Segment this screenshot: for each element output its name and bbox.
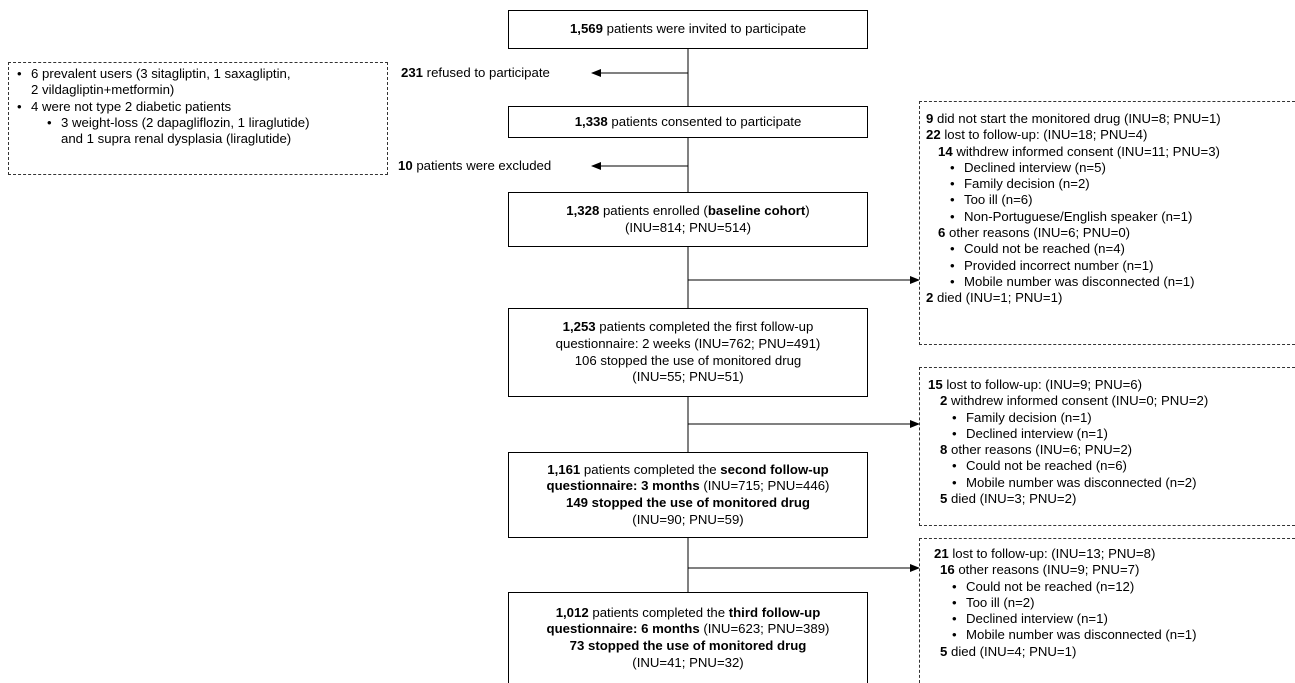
enrolled-end: ) [805, 202, 810, 218]
box-consented: 1,338 patients consented to participate [508, 106, 868, 138]
box-followup3: 1,012 patients completed the third follo… [508, 592, 868, 683]
bullet-icon: • [952, 458, 957, 474]
enrolled-cohort: baseline cohort [707, 202, 806, 218]
bullet-icon: • [950, 159, 955, 175]
bullet-icon: • [17, 66, 22, 81]
dropout-box-1: 9 did not start the monitored drug (INU=… [919, 101, 1295, 345]
exclusion-item-1-cont: 2 vildagliptin+metformin) [31, 82, 175, 98]
bullet-icon: • [950, 176, 955, 192]
followup2-count: 1,161 [547, 461, 581, 477]
bullet-icon: • [952, 578, 957, 594]
bullet-icon: • [950, 208, 955, 224]
dropout1-family: • Family decision (n=2) [950, 176, 1090, 192]
invited-count: 1,569 [569, 21, 603, 37]
dropout2-other: 8 other reasons (INU=6; PNU=2) [940, 442, 1133, 458]
dropout2-declined: • Declined interview (n=1) [952, 425, 1108, 441]
followup2-line4: (INU=90; PNU=59) [632, 511, 744, 527]
followup2-bold: second follow-up [720, 461, 829, 477]
dropout2-withdrew: 2 withdrew informed consent (INU=0; PNU=… [940, 393, 1209, 409]
dropout3-too-ill: • Too ill (n=2) [952, 594, 1035, 610]
exclusion-item-2a: • 3 weight-loss (2 dapagliflozin, 1 lirag… [47, 114, 310, 130]
box-invited: 1,569 patients were invited to participa… [508, 10, 868, 49]
followup1-line2: questionnaire: 2 weeks (INU=762; PNU=491… [555, 335, 821, 351]
exclusion-details-box: • 6 prevalent users (3 sitagliptin, 1 sax… [8, 62, 388, 175]
dropout3-disconnected: • Mobile number was disconnected (n=1) [952, 627, 1197, 643]
bullet-icon: • [950, 257, 955, 273]
refused-label: 231 refused to participate [401, 65, 550, 81]
bullet-icon: • [952, 425, 957, 441]
dropout2-disconnected: • Mobile number was disconnected (n=2) [952, 474, 1197, 490]
followup2-line2-text: (INU=715; PNU=446) [699, 478, 830, 494]
followup1-line3: 106 stopped the use of monitored drug [574, 352, 802, 368]
exclusion-item-2b: and 1 supra renal dysplasia (liraglutide… [61, 131, 292, 147]
dropout2-lost: 15 lost to follow-up: (INU=9; PNU=6) [928, 377, 1143, 392]
box-followup2: 1,161 patients completed the second foll… [508, 452, 868, 538]
followup3-line3: 73 stopped the use of monitored drug [569, 638, 807, 653]
followup3-text: patients completed the [588, 604, 729, 620]
dropout1-withdrew: 14 withdrew informed consent (INU=11; PN… [938, 143, 1220, 159]
excluded-count: 10 [398, 158, 413, 173]
followup3-line2-text: (INU=623; PNU=389) [699, 621, 830, 637]
dropout1-language: • Non-Portuguese/English speaker (n=1) [950, 208, 1193, 224]
dropout2-unreachable: • Could not be reached (n=6) [952, 458, 1127, 474]
box-followup1: 1,253 patients completed the first follo… [508, 308, 868, 397]
dropout-box-3: 21 lost to follow-up: (INU=13; PNU=8) 16… [919, 538, 1295, 683]
enrolled-text: patients enrolled ( [599, 202, 708, 218]
dropout1-lost: 22 lost to follow-up: (INU=18; PNU=4) [926, 127, 1148, 143]
followup3-line2-bold: questionnaire: 6 months [546, 621, 700, 637]
bullet-icon: • [952, 474, 957, 490]
exclusion-item-1: • 6 prevalent users (3 sitagliptin, 1 sax… [17, 66, 291, 81]
followup3-bold: third follow-up [728, 604, 821, 620]
invited-text: patients were invited to participate [602, 21, 807, 37]
dropout1-unreachable: • Could not be reached (n=4) [950, 241, 1125, 257]
dropout3-other: 16 other reasons (INU=9; PNU=7) [940, 562, 1140, 578]
dropout2-family: • Family decision (n=1) [952, 409, 1092, 425]
dropout3-declined: • Declined interview (n=1) [952, 611, 1108, 627]
dropout1-not-started: 9 did not start the monitored drug (INU=… [926, 111, 1221, 126]
dropout2-died: 5 died (INU=3; PNU=2) [940, 491, 1077, 507]
consented-text: patients consented to participate [607, 113, 802, 129]
followup1-line4: (INU=55; PNU=51) [632, 369, 744, 385]
enrolled-count: 1,328 [566, 202, 600, 218]
followup3-line4: (INU=41; PNU=32) [632, 654, 744, 670]
dropout1-disconnected: • Mobile number was disconnected (n=1) [950, 273, 1195, 289]
bullet-icon: • [952, 594, 957, 610]
followup1-count: 1,253 [562, 319, 596, 335]
bullet-icon: • [950, 241, 955, 257]
refused-text: refused to participate [423, 65, 550, 80]
box-enrolled: 1,328 patients enrolled (baseline cohort… [508, 192, 868, 247]
dropout1-incorrect-number: • Provided incorrect number (n=1) [950, 257, 1154, 273]
bullet-icon: • [47, 114, 52, 130]
dropout3-lost: 21 lost to follow-up: (INU=13; PNU=8) [934, 546, 1156, 561]
followup2-line3: 149 stopped the use of monitored drug [566, 495, 810, 510]
bullet-icon: • [950, 273, 955, 289]
followup2-text: patients completed the [580, 461, 721, 477]
enrolled-breakdown: (INU=814; PNU=514) [624, 219, 752, 235]
consented-count: 1,338 [574, 113, 608, 129]
followup1-text: patients completed the first follow-up [595, 319, 814, 335]
followup3-count: 1,012 [555, 604, 589, 620]
dropout1-declined: • Declined interview (n=5) [950, 159, 1106, 175]
bullet-icon: • [950, 192, 955, 208]
bullet-icon: • [17, 98, 22, 114]
refused-count: 231 [401, 65, 424, 80]
bullet-icon: • [952, 409, 957, 425]
excluded-text: patients were excluded [412, 158, 552, 173]
bullet-icon: • [952, 627, 957, 643]
dropout3-died: 5 died (INU=4; PNU=1) [940, 643, 1077, 659]
dropout-box-2: 15 lost to follow-up: (INU=9; PNU=6) 2 w… [919, 367, 1295, 526]
dropout3-unreachable: • Could not be reached (n=12) [952, 578, 1135, 594]
excluded-label: 10 patients were excluded [398, 158, 551, 174]
followup2-line2-bold: questionnaire: 3 months [546, 478, 700, 494]
exclusion-item-2: • 4 were not type 2 diabetic patients [17, 98, 232, 114]
dropout1-too-ill: • Too ill (n=6) [950, 192, 1033, 208]
dropout1-other: 6 other reasons (INU=6; PNU=0) [938, 225, 1131, 241]
dropout1-died: 2 died (INU=1; PNU=1) [926, 290, 1063, 306]
bullet-icon: • [952, 611, 957, 627]
